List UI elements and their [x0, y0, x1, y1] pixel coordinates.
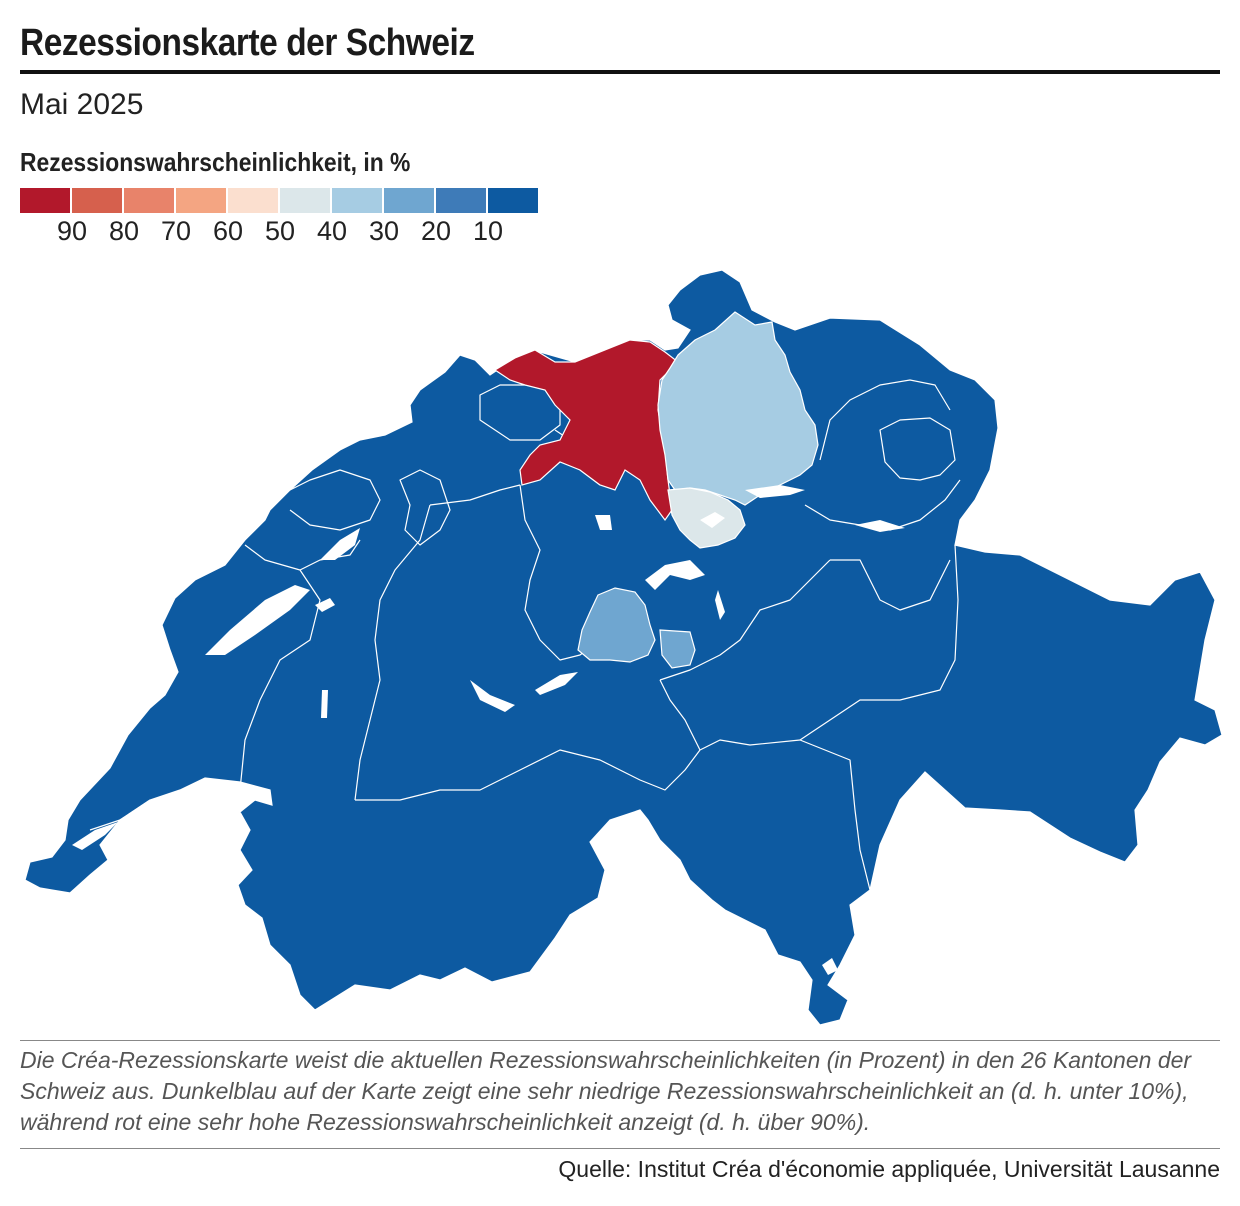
legend-swatch: [176, 188, 226, 213]
legend-tick-label: 10: [472, 216, 504, 246]
legend-tick-label: 90: [56, 216, 88, 246]
switzerland-map: [24, 269, 1223, 1026]
legend-swatch: [384, 188, 434, 213]
chart-note: Die Créa-Rezessionskarte weist die aktue…: [20, 1047, 1192, 1135]
legend-swatch: [488, 188, 538, 213]
legend-title: Rezessionswahrscheinlichkeit, in %: [20, 147, 411, 177]
legend-ticks: 90 80 70 60 50 40 30 20 10: [20, 216, 560, 256]
legend-swatch: [280, 188, 330, 213]
lakes: [72, 485, 905, 975]
region-aargau[interactable]: [493, 339, 679, 522]
legend-swatch: [72, 188, 122, 213]
legend-tick-label: 20: [420, 216, 452, 246]
legend-tick-label: 60: [212, 216, 244, 246]
note-rule-top: [20, 1040, 1220, 1041]
legend-color-bar: [20, 188, 540, 213]
legend-swatch: [228, 188, 278, 213]
region-obwalden[interactable]: [577, 587, 656, 663]
legend-tick-label: 50: [264, 216, 296, 246]
chart-subtitle: Mai 2025: [20, 88, 144, 121]
legend-swatch: [20, 188, 70, 213]
legend-tick-label: 40: [316, 216, 348, 246]
legend-swatch: [436, 188, 486, 213]
legend-tick-label: 80: [108, 216, 140, 246]
source-credit: Quelle: Institut Créa d'économie appliqu…: [558, 1156, 1220, 1182]
note-rule-bottom: [20, 1148, 1220, 1149]
title-rule: [20, 70, 1220, 74]
legend-tick-label: 70: [160, 216, 192, 246]
legend-swatch: [332, 188, 382, 213]
legend-tick-label: 30: [368, 216, 400, 246]
legend-swatch: [124, 188, 174, 213]
region-nidwalden[interactable]: [659, 629, 696, 669]
chart-title: Rezessionskarte der Schweiz: [20, 22, 475, 64]
region-zurich[interactable]: [657, 311, 819, 506]
